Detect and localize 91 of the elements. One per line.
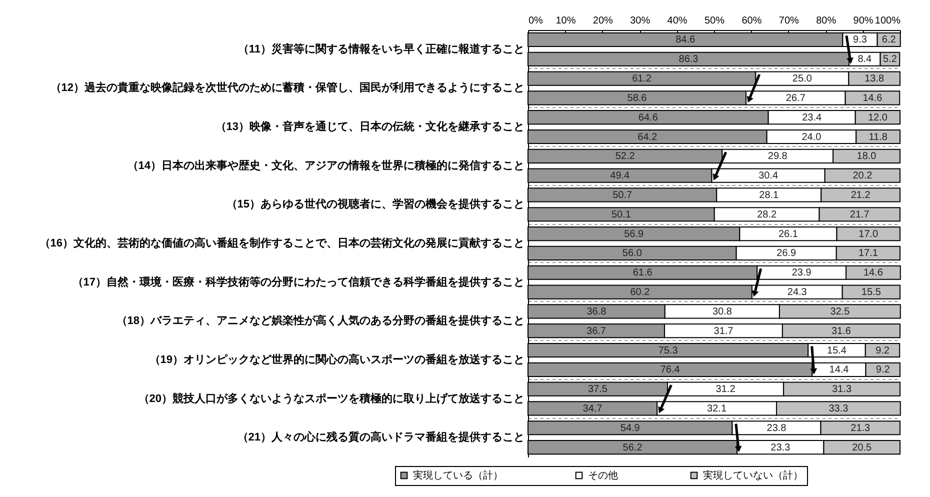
data-label: 36.8	[586, 306, 607, 318]
data-label: 32.1	[707, 403, 727, 414]
data-label: 75.3	[658, 345, 678, 356]
data-label: 14.6	[863, 268, 884, 279]
data-label: 26.1	[778, 228, 798, 240]
data-label: 23.9	[792, 268, 812, 279]
y-tick-label: （20）競技人口が多くないようなスポーツを積極的に取り上げて放送すること	[138, 392, 524, 405]
y-tick-label: （12）過去の貴重な映像記録を次世代のために蓄積・保管し、国民が利用できるようにすること	[50, 81, 524, 94]
data-label: 28.2	[757, 209, 777, 220]
data-label: 6.2	[882, 34, 896, 46]
y-tick-label: （13）映像・音声を通じて、日本の伝統・文化を継承すること	[215, 120, 524, 134]
data-label: 20.2	[852, 170, 873, 182]
data-label: 50.1	[611, 209, 632, 220]
y-tick-label: （15）あらゆる世代の視聴者に、学習の機会を提供すること	[226, 198, 524, 211]
data-label: 29.8	[768, 151, 788, 162]
data-label: 9.2	[876, 364, 890, 376]
data-label: 56.0	[622, 248, 642, 260]
data-label: 36.7	[586, 326, 606, 337]
data-label: 60.2	[630, 287, 650, 298]
data-label: 25.0	[792, 74, 812, 85]
data-label: 26.9	[776, 248, 797, 260]
x-tick-label: 0%	[528, 16, 544, 26]
x-tick-label: 90%	[853, 16, 874, 26]
data-label: 14.4	[829, 364, 850, 376]
data-label: 14.6	[862, 92, 883, 104]
data-label: 18.0	[856, 151, 877, 162]
data-label: 49.4	[610, 170, 630, 182]
legend-label: 実現していない（計）	[703, 469, 803, 482]
data-label: 31.3	[832, 384, 852, 396]
data-label: 28.1	[759, 190, 780, 201]
data-label: 31.6	[831, 326, 852, 337]
x-tick-label: 40%	[667, 16, 688, 26]
data-label: 13.8	[864, 74, 884, 85]
data-label: 31.2	[716, 384, 736, 396]
data-label: 76.4	[660, 364, 680, 376]
data-label: 50.7	[612, 190, 632, 201]
x-tick-label: 60%	[742, 16, 762, 26]
data-label: 30.8	[712, 306, 732, 318]
data-label: 23.8	[766, 422, 787, 434]
data-label: 17.1	[858, 248, 878, 260]
x-tick-label: 70%	[778, 16, 800, 26]
y-tick-label: （14）日本の出来事や歴史・文化、アジアの情報を世界に積極的に発信すること	[127, 158, 524, 172]
data-label: 24.0	[802, 132, 822, 143]
y-tick-label: （18）バラエティ、アニメなど娯楽性が高く人気のある分野の番組を提供すること	[116, 314, 524, 328]
data-label: 23.4	[802, 112, 822, 124]
data-label: 64.6	[638, 112, 658, 124]
data-label: 34.7	[582, 403, 603, 414]
data-label: 37.5	[588, 384, 608, 396]
data-label: 31.7	[714, 326, 734, 337]
data-label: 21.3	[850, 422, 871, 434]
legend-label: 実現している（計）	[413, 469, 503, 482]
data-label: 15.4	[827, 345, 847, 356]
data-label: 11.8	[868, 132, 888, 143]
data-label: 56.9	[624, 228, 644, 240]
data-label: 9.3	[853, 34, 868, 46]
data-label: 56.2	[622, 442, 643, 454]
data-label: 9.2	[876, 345, 890, 356]
data-label: 21.2	[850, 190, 871, 201]
data-label: 61.6	[632, 268, 653, 279]
x-tick-label: 80%	[816, 16, 836, 26]
y-tick-label: （17）自然・環境・医療・科学技術等の分野にわたって信頼できる科学番組を提供すること	[72, 275, 524, 288]
data-label: 17.0	[858, 228, 879, 240]
data-label: 61.2	[632, 74, 652, 85]
legend-label: その他	[588, 469, 618, 482]
data-label: 20.5	[852, 442, 872, 454]
data-label: 26.7	[786, 92, 806, 104]
data-label: 52.2	[615, 151, 636, 162]
data-label: 33.3	[828, 403, 849, 414]
x-tick-label: 100%	[874, 16, 901, 26]
y-tick-label: （19）オリンピックなど世界的に関心の高いスポーツの番組を放送すること	[149, 352, 524, 366]
data-label: 64.2	[638, 132, 658, 143]
data-label: 32.5	[830, 306, 850, 318]
x-tick-label: 50%	[704, 16, 725, 26]
x-tick-label: 10%	[556, 16, 576, 26]
data-label: 8.4	[858, 54, 872, 66]
data-label: 54.9	[620, 422, 640, 434]
data-label: 58.6	[627, 92, 648, 104]
x-tick-label: 30%	[630, 16, 650, 26]
data-label: 21.7	[850, 209, 870, 220]
data-label: 12.0	[868, 112, 888, 124]
y-tick-label: （21）人々の心に残る質の高いドラマ番組を提供すること	[237, 430, 524, 444]
x-tick-label: 20%	[592, 16, 614, 26]
data-label: 23.3	[770, 442, 791, 454]
data-label: 86.3	[678, 54, 699, 66]
data-label: 24.3	[787, 287, 808, 298]
data-label: 30.4	[758, 170, 778, 182]
y-tick-label: （16）文化的、芸術的な価値の高い番組を制作することで、日本の芸術文化の発展に貢献すること	[39, 236, 524, 250]
data-label: 84.6	[676, 34, 696, 46]
data-label: 15.5	[861, 287, 882, 298]
data-label: 5.2	[883, 54, 898, 66]
y-tick-label: （11）災害等に関する情報をいち早く正確に報道すること	[238, 42, 524, 56]
